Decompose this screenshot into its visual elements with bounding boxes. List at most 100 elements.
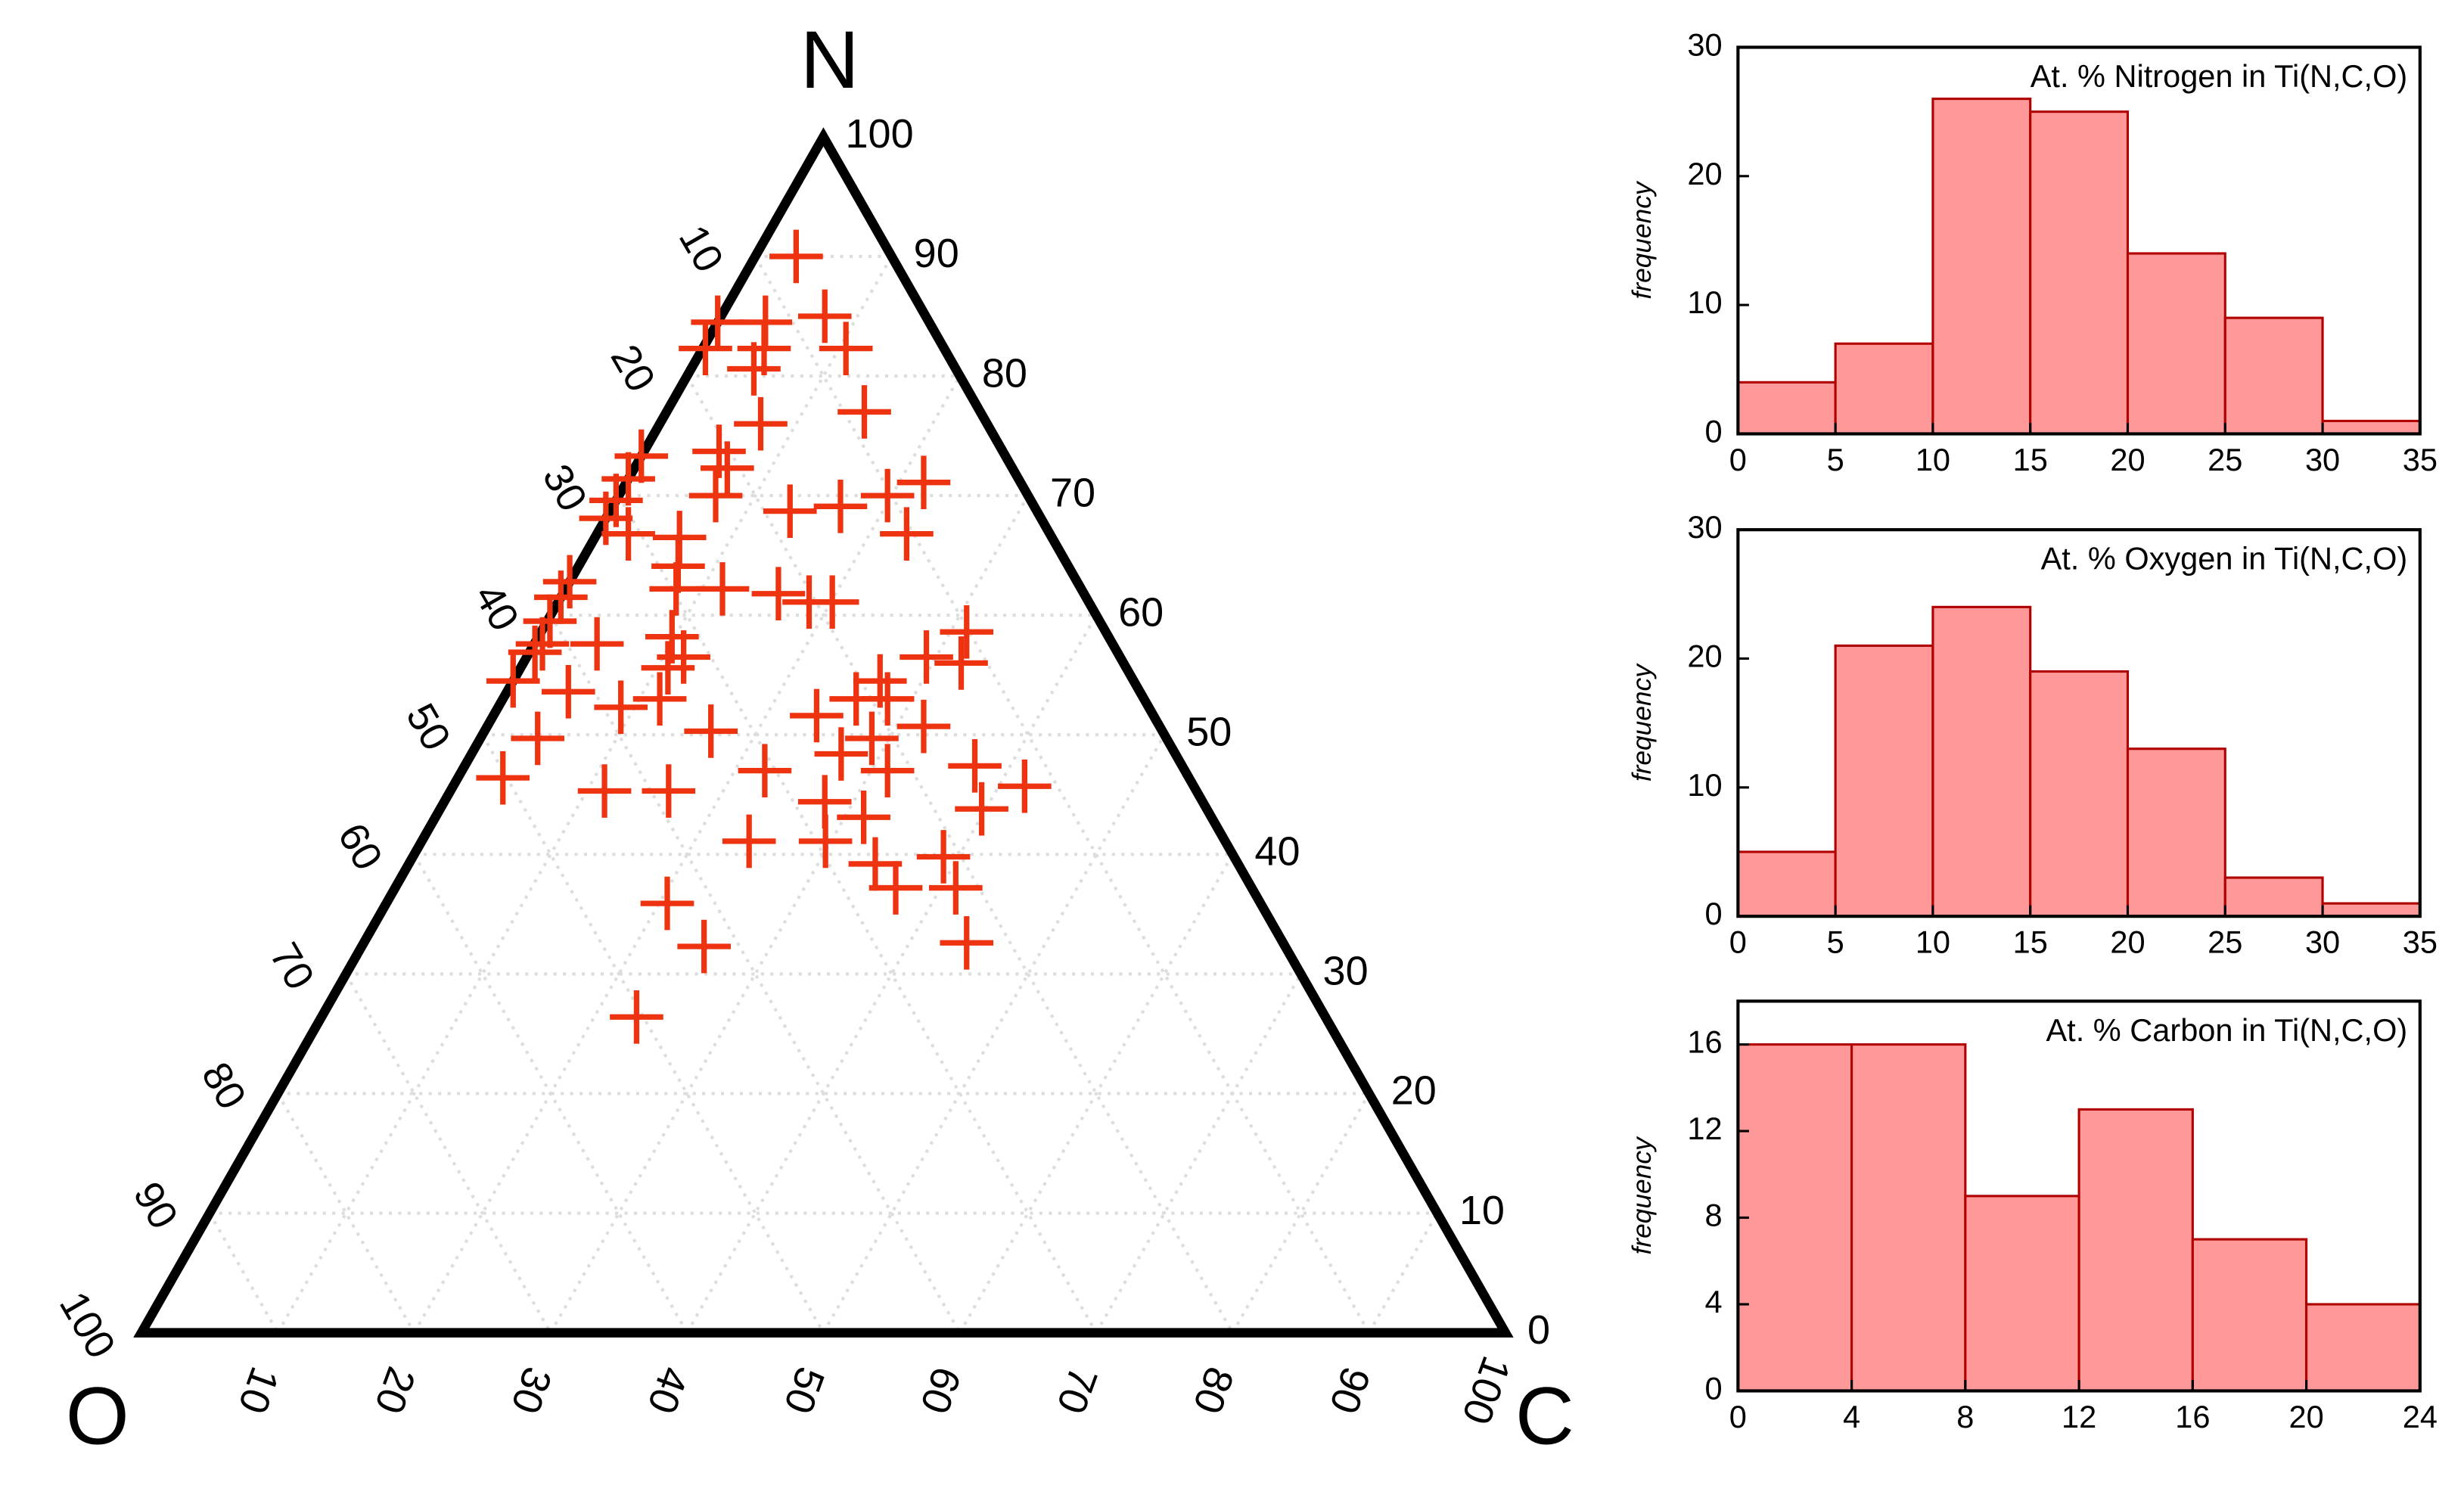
data-point <box>515 617 570 671</box>
data-point <box>860 744 915 797</box>
c-tick-label: 70 <box>1048 1361 1106 1419</box>
data-point <box>798 814 853 869</box>
data-point <box>940 604 994 659</box>
y-tick-label: 12 <box>1687 1111 1722 1146</box>
x-tick-label: 35 <box>2403 442 2438 477</box>
x-tick-label: 15 <box>2013 924 2048 959</box>
histogram-bar <box>2029 110 2130 436</box>
n-tick-label: 30 <box>1323 949 1369 994</box>
x-tick-label: 5 <box>1827 442 1844 477</box>
data-point <box>900 630 953 684</box>
c-tick-label: 20 <box>366 1361 424 1419</box>
data-point <box>916 830 971 884</box>
o-tick-label: 20 <box>602 337 664 399</box>
data-point <box>814 727 868 781</box>
x-tick-label: 0 <box>1729 1399 1747 1434</box>
y-tick-label: 30 <box>1687 26 1722 62</box>
data-point <box>819 322 873 375</box>
data-point <box>763 484 817 538</box>
histogram-bar <box>2029 670 2130 918</box>
c-tick-label: 80 <box>1184 1361 1242 1419</box>
ternary-frame <box>133 127 1514 1338</box>
grid-line <box>412 853 688 1334</box>
y-tick-label: 20 <box>1687 638 1722 673</box>
data-point <box>955 782 1008 836</box>
data-point <box>691 295 745 350</box>
data-point <box>722 814 776 869</box>
vertex-label: O <box>66 1370 129 1462</box>
x-tick-label: 4 <box>1843 1399 1860 1434</box>
histogram-bar <box>1850 1043 1967 1393</box>
y-tick-label: 4 <box>1704 1284 1722 1319</box>
grid-line <box>549 614 962 1334</box>
grid-line <box>685 614 1098 1334</box>
x-tick-label: 8 <box>1956 1399 1974 1434</box>
data-point <box>727 342 781 396</box>
o-tick-label: 10 <box>670 218 732 280</box>
data-point <box>534 570 588 624</box>
data-point <box>769 229 823 284</box>
grid-line <box>1095 973 1303 1334</box>
data-point <box>684 704 738 758</box>
data-point <box>813 479 868 533</box>
o-tick-label: 60 <box>329 816 391 878</box>
data-point <box>845 711 899 766</box>
grid-line <box>753 255 1371 1334</box>
data-point <box>998 759 1052 813</box>
histogram-title: At. % Carbon in Ti(N,C,O) <box>2046 1012 2407 1048</box>
o-tick-label: 40 <box>465 576 527 639</box>
histogram-bar <box>1736 1043 1853 1393</box>
data-point <box>640 876 694 931</box>
data-point <box>679 322 732 375</box>
data-point <box>641 641 695 695</box>
data-point <box>934 636 988 690</box>
data-point <box>860 672 915 726</box>
grid-line <box>822 734 1166 1334</box>
n-tick-label: 10 <box>1459 1188 1505 1233</box>
c-tick-label: 50 <box>775 1361 833 1419</box>
grid-line <box>344 973 552 1334</box>
y-tick-label: 0 <box>1704 896 1722 931</box>
data-point <box>688 468 743 523</box>
y-tick-label: 30 <box>1687 509 1722 545</box>
histogram-title: At. % Oxygen in Ti(N,C,O) <box>2041 541 2408 576</box>
data-point <box>695 562 750 616</box>
data-point <box>880 507 934 561</box>
data-point <box>601 507 655 561</box>
data-point <box>632 672 687 726</box>
data-point <box>896 455 951 510</box>
grid-line <box>549 495 1030 1334</box>
y-axis-label: frequency <box>1627 663 1657 782</box>
data-point <box>868 861 923 915</box>
histogram-bar <box>2321 902 2422 918</box>
x-tick-label: 5 <box>1827 924 1844 959</box>
x-tick-label: 15 <box>2013 442 2048 477</box>
histogram-bar <box>1931 98 2032 436</box>
n-tick-label: 100 <box>846 111 914 157</box>
y-tick-label: 10 <box>1687 284 1722 320</box>
data-point <box>614 429 669 483</box>
histogram-bar <box>1834 342 1934 436</box>
data-point <box>677 919 731 974</box>
data-point <box>929 861 983 915</box>
o-tick-label: 50 <box>397 696 459 758</box>
histogram-bar <box>2305 1303 2422 1393</box>
n-tick-label: 90 <box>914 231 959 276</box>
data-point <box>738 744 792 797</box>
c-tick-label: 90 <box>1321 1361 1379 1419</box>
histogram-bar <box>1964 1195 2080 1393</box>
data-point <box>541 665 595 719</box>
histogram-bar <box>1834 644 1934 918</box>
data-point <box>594 680 648 735</box>
c-tick-label: 100 <box>1453 1350 1519 1430</box>
y-tick-label: 0 <box>1704 413 1722 449</box>
histogram-bar <box>2077 1108 2194 1393</box>
data-point <box>837 385 891 439</box>
histogram-bar <box>2223 876 2324 918</box>
data-point <box>523 594 577 648</box>
c-tick-label: 40 <box>639 1361 697 1419</box>
data-point <box>860 468 915 523</box>
y-axis-label: frequency <box>1627 180 1657 299</box>
n-tick-label: 80 <box>982 350 1027 396</box>
o-tick-label: 90 <box>125 1174 187 1236</box>
